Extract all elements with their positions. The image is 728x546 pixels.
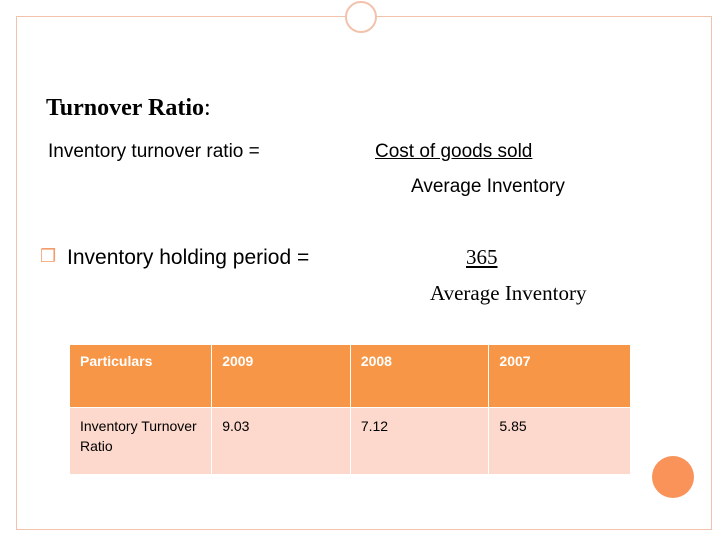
- header-cell: 2008: [349, 344, 490, 408]
- heading-title: Turnover Ratio: [46, 95, 205, 121]
- decorative-top-circle: [345, 1, 377, 33]
- formula1-label: Inventory turnover ratio =: [48, 141, 260, 162]
- header-cell: 2009: [211, 344, 351, 408]
- table-cell: 9.03: [211, 407, 351, 475]
- table-row: Inventory Turnover Ratio 9.03 7.12 5.85: [68, 407, 631, 475]
- bullet-icon: ❒: [40, 246, 57, 266]
- table-cell: 5.85: [488, 407, 631, 475]
- decorative-corner-circle: [652, 456, 694, 498]
- header-cell: 2007: [488, 344, 631, 408]
- table-header-row: Particulars 2009 2008 2007: [68, 344, 631, 408]
- table-cell: Inventory Turnover Ratio: [68, 407, 213, 475]
- table-cell: 7.12: [349, 407, 490, 475]
- formula1-numerator: Cost of goods sold: [375, 141, 533, 162]
- slide-heading: Turnover Ratio:: [46, 95, 211, 122]
- turnover-table: Particulars 2009 2008 2007 Inventory Tur…: [68, 344, 631, 475]
- header-cell: Particulars: [68, 344, 213, 408]
- formula2-numerator: 365: [466, 245, 498, 269]
- formula2-label: Inventory holding period =: [67, 246, 310, 269]
- heading-colon: :: [204, 95, 211, 121]
- formula1-denominator: Average Inventory: [411, 176, 565, 197]
- formula2-denominator: Average Inventory: [430, 281, 587, 305]
